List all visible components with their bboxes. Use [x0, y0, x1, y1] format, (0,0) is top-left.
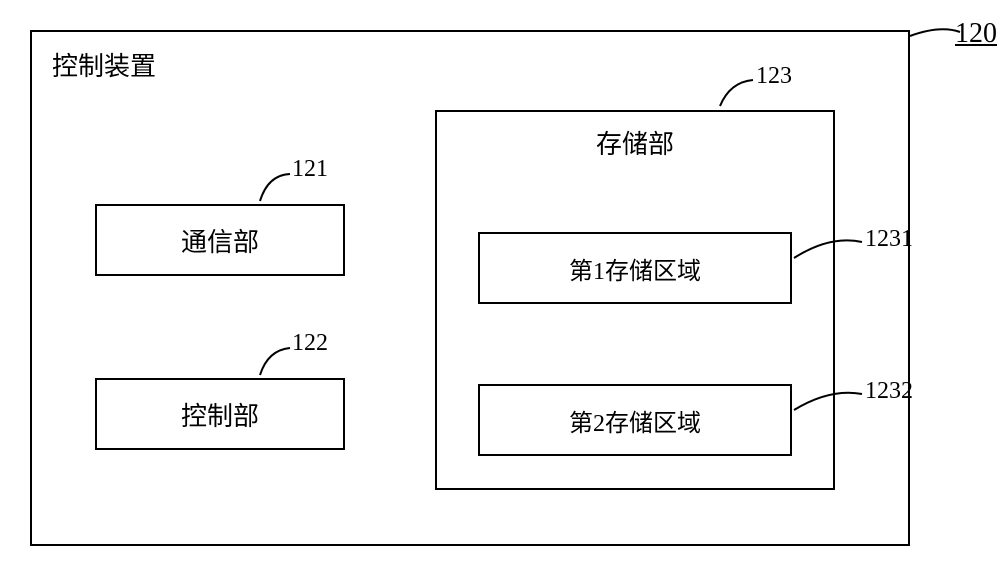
ref-120: 120 [955, 18, 997, 50]
node-label-storage: 存储部 [437, 124, 833, 161]
node-label-comm: 通信部 [181, 222, 259, 259]
outer-title: 控制装置 [52, 46, 156, 83]
leader-line [910, 29, 960, 36]
ref-121: 121 [292, 156, 328, 183]
node-area2: 第2存储区域 [478, 384, 792, 456]
ref-1231: 1231 [865, 226, 913, 253]
ref-123: 123 [756, 63, 792, 90]
node-label-control: 控制部 [181, 396, 259, 433]
node-label-area1: 第1存储区域 [569, 251, 701, 286]
node-label-area2: 第2存储区域 [569, 403, 701, 438]
node-comm: 通信部 [95, 204, 345, 276]
ref-1232: 1232 [865, 378, 913, 405]
ref-122: 122 [292, 330, 328, 357]
node-control: 控制部 [95, 378, 345, 450]
node-area1: 第1存储区域 [478, 232, 792, 304]
